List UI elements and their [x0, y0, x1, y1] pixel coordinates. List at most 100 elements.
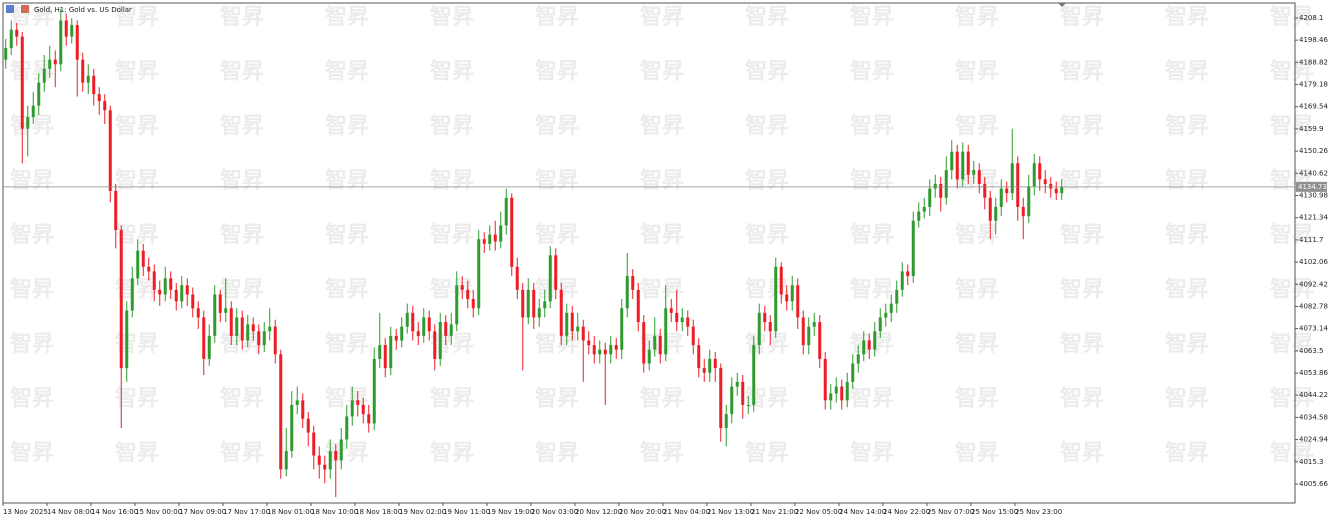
candle-body — [675, 312, 679, 323]
x-tick-label: 21 Nov 04:00 — [663, 508, 710, 516]
watermark: 智昇 — [850, 4, 894, 30]
candle-body — [823, 358, 827, 401]
price-label-box — [1296, 181, 1327, 192]
y-tick-label: 4198.46 — [1299, 36, 1328, 44]
candle-body — [554, 255, 558, 290]
y-tick-label: 4188.82 — [1299, 58, 1328, 66]
watermark: 智昇 — [955, 222, 999, 248]
watermark: 智昇 — [1165, 4, 1209, 30]
candle-body — [840, 386, 844, 401]
candle-body — [625, 276, 629, 309]
y-tick-label: 4053.86 — [1299, 369, 1328, 377]
candle-body — [449, 324, 453, 336]
candle-body — [339, 439, 343, 461]
candle-body — [42, 68, 46, 83]
symbol-icon — [21, 5, 29, 13]
candle-body — [801, 317, 805, 346]
watermark: 智昇 — [1060, 386, 1104, 412]
candle-body — [1049, 183, 1053, 189]
x-tick-label: 19 Nov 19:00 — [487, 508, 534, 516]
watermark: 智昇 — [1270, 331, 1314, 357]
watermark: 智昇 — [640, 222, 684, 248]
x-tick-label: 17 Nov 17:00 — [223, 508, 270, 516]
watermark: 智昇 — [745, 4, 789, 30]
candle-body — [939, 183, 943, 198]
candle-body — [889, 303, 893, 313]
watermark: 智昇 — [10, 331, 54, 357]
candle-body — [933, 183, 937, 189]
candle-body — [653, 335, 657, 350]
candle-body — [779, 266, 783, 295]
watermark: 智昇 — [10, 4, 54, 30]
y-tick-label: 4140.62 — [1299, 169, 1328, 177]
watermark: 智昇 — [955, 59, 999, 85]
candle-body — [130, 278, 134, 311]
candle-body — [543, 301, 547, 309]
candle-body — [504, 197, 508, 226]
watermark: 智昇 — [1060, 331, 1104, 357]
candle-body — [609, 345, 613, 355]
y-tick-label: 4015.3 — [1299, 458, 1324, 466]
watermark: 智昇 — [10, 113, 54, 139]
candle-body — [136, 250, 140, 279]
candle-body — [158, 289, 162, 295]
candle-body — [180, 285, 184, 302]
candle-body — [482, 239, 486, 244]
candle-body — [592, 345, 596, 355]
y-tick-label: 4169.54 — [1299, 103, 1328, 111]
candle-body — [240, 317, 244, 341]
watermark: 智昇 — [1060, 440, 1104, 466]
watermark: 智昇 — [1060, 59, 1104, 85]
candle-body — [713, 358, 717, 369]
watermark: 智昇 — [1270, 113, 1314, 139]
candle-body — [1027, 186, 1031, 217]
candle-body — [92, 75, 96, 95]
y-tick-label: 4005.66 — [1299, 480, 1328, 488]
candle-body — [1060, 186, 1064, 194]
watermark: 智昇 — [430, 222, 474, 248]
candle-body — [664, 308, 668, 355]
candle-body — [521, 289, 525, 318]
candle-body — [427, 317, 431, 332]
candle-body — [273, 326, 277, 355]
watermark: 智昇 — [10, 168, 54, 194]
candle-body — [394, 335, 398, 341]
watermark: 智昇 — [115, 386, 159, 412]
y-tick-label: 4208.1 — [1299, 14, 1324, 22]
candle-body — [257, 331, 261, 346]
watermark: 智昇 — [220, 113, 264, 139]
candle-body — [785, 294, 789, 302]
candle-body — [708, 358, 712, 373]
watermark: 智昇 — [850, 386, 894, 412]
watermark: 智昇 — [220, 440, 264, 466]
watermark: 智昇 — [1165, 168, 1209, 194]
candle-body — [460, 285, 464, 290]
candle-body — [719, 368, 723, 428]
candle-body — [642, 322, 646, 364]
watermark: 智昇 — [430, 168, 474, 194]
watermark: 智昇 — [850, 113, 894, 139]
candle-body — [372, 358, 376, 424]
y-tick-label: 4034.58 — [1299, 413, 1328, 421]
candle-body — [4, 48, 8, 60]
watermark: 智昇 — [535, 440, 579, 466]
x-tick-label: 21 Nov 13:00 — [707, 508, 754, 516]
watermark: 智昇 — [745, 59, 789, 85]
x-tick-label: 13 Nov 2025 — [3, 508, 48, 516]
candle-body — [884, 312, 888, 318]
x-tick-label: 24 Nov 22:00 — [883, 508, 930, 516]
candle-body — [284, 450, 288, 470]
candle-body — [977, 170, 981, 184]
candle-body — [647, 349, 651, 364]
candle-body — [851, 363, 855, 382]
watermark: 智昇 — [640, 168, 684, 194]
candle-body — [983, 183, 987, 198]
watermark: 智昇 — [10, 59, 54, 85]
plot-frame — [2, 2, 1296, 504]
x-tick-label: 24 Nov 14:00 — [839, 508, 886, 516]
watermark: 智昇 — [1270, 59, 1314, 85]
watermark: 智昇 — [1165, 277, 1209, 303]
watermark: 智昇 — [745, 386, 789, 412]
candle-body — [279, 354, 283, 470]
candle-body — [1043, 179, 1047, 184]
